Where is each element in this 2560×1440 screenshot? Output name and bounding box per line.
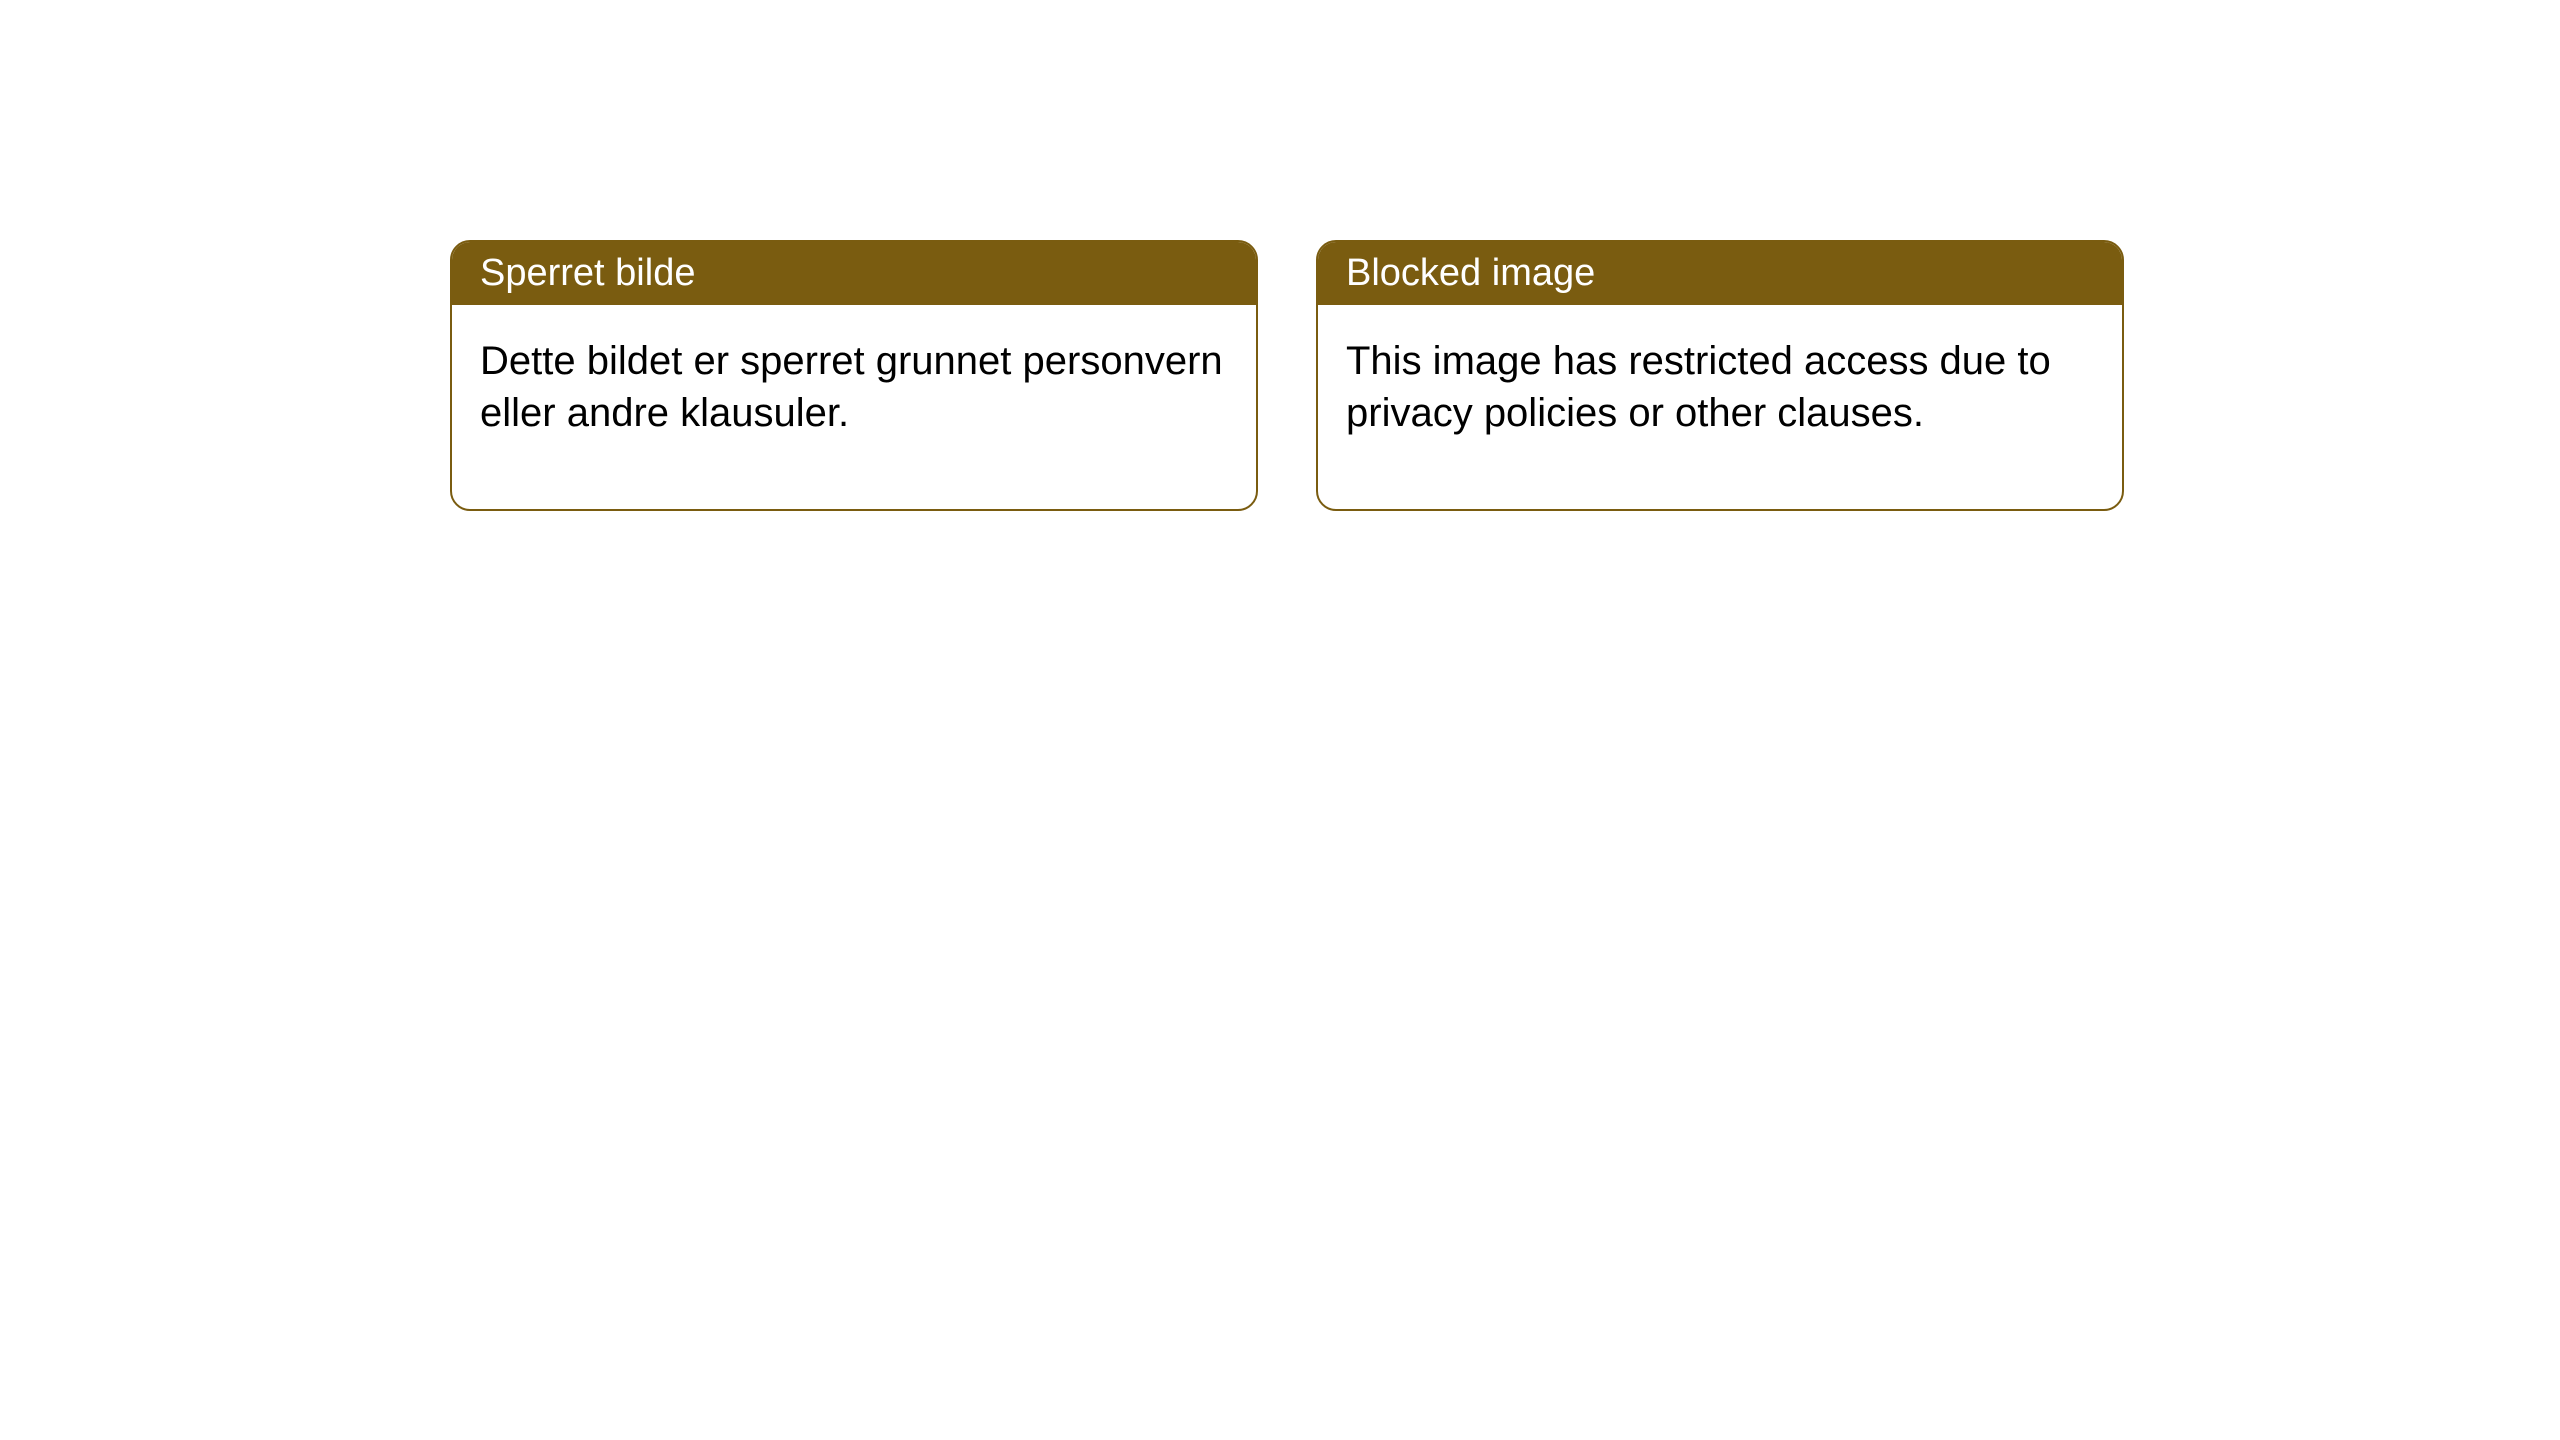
notice-box-english: Blocked image This image has restricted … [1316, 240, 2124, 511]
notice-title-english: Blocked image [1318, 242, 2122, 305]
notice-container: Sperret bilde Dette bildet er sperret gr… [0, 0, 2560, 511]
notice-body-norwegian: Dette bildet er sperret grunnet personve… [452, 305, 1256, 509]
notice-body-english: This image has restricted access due to … [1318, 305, 2122, 509]
notice-title-norwegian: Sperret bilde [452, 242, 1256, 305]
notice-box-norwegian: Sperret bilde Dette bildet er sperret gr… [450, 240, 1258, 511]
